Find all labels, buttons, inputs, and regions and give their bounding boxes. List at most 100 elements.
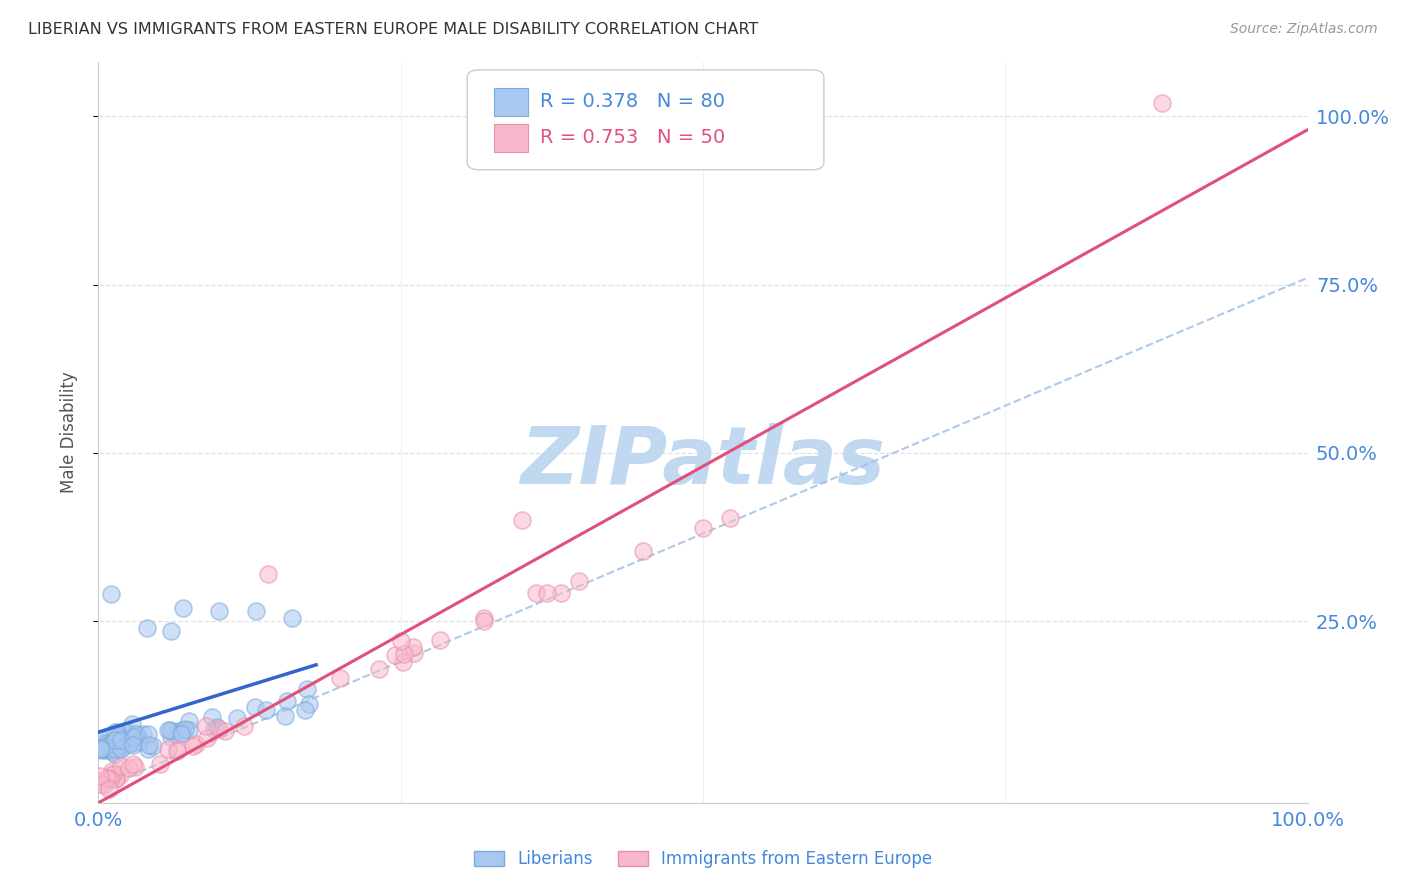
Point <box>172 726 194 740</box>
Point <box>90 774 112 789</box>
Point <box>167 742 190 756</box>
Point <box>131 727 153 741</box>
Point <box>112 725 135 739</box>
Point <box>510 513 533 527</box>
Point <box>98 782 121 797</box>
Point <box>104 725 127 739</box>
Point <box>101 736 124 750</box>
Point <box>105 724 128 739</box>
Point <box>101 764 124 779</box>
Point <box>90 776 112 790</box>
Y-axis label: Male Disability: Male Disability <box>59 372 77 493</box>
Point <box>104 733 127 747</box>
Point <box>90 741 112 756</box>
Point <box>120 736 142 750</box>
Point <box>110 732 132 747</box>
Point <box>101 745 124 759</box>
Point <box>108 731 131 746</box>
Point <box>169 723 191 738</box>
Point <box>93 740 115 755</box>
Point <box>122 757 145 772</box>
Point <box>93 778 115 792</box>
Point <box>107 734 129 748</box>
Point <box>172 723 194 738</box>
Point <box>177 714 200 729</box>
Point <box>89 740 111 755</box>
Point <box>103 747 125 761</box>
Point <box>94 742 117 756</box>
Point <box>536 585 558 599</box>
Point <box>94 741 117 756</box>
Point <box>100 587 122 601</box>
Legend: Liberians, Immigrants from Eastern Europe: Liberians, Immigrants from Eastern Europ… <box>467 844 939 875</box>
Text: R = 0.753   N = 50: R = 0.753 N = 50 <box>540 128 725 147</box>
Point <box>568 574 591 589</box>
Point <box>104 742 127 756</box>
Point <box>115 723 138 738</box>
Point <box>101 733 124 747</box>
Point <box>103 767 125 781</box>
Point <box>98 743 121 757</box>
Text: ZIPatlas: ZIPatlas <box>520 423 886 501</box>
Point <box>214 723 236 738</box>
Point <box>160 731 183 745</box>
Point <box>108 767 131 781</box>
Point <box>125 727 148 741</box>
Point <box>103 766 125 780</box>
Point <box>391 655 413 669</box>
Point <box>402 640 425 654</box>
Point <box>96 771 118 785</box>
Point <box>429 633 451 648</box>
Point <box>394 647 416 661</box>
Point <box>118 737 141 751</box>
Point <box>124 760 146 774</box>
Point <box>404 646 426 660</box>
Point <box>184 737 207 751</box>
Point <box>107 731 129 745</box>
Point <box>201 709 224 723</box>
Point <box>233 719 256 733</box>
Point <box>159 723 181 737</box>
Point <box>97 737 120 751</box>
Point <box>329 671 352 685</box>
Point <box>98 772 121 786</box>
Point <box>101 736 124 750</box>
Point <box>384 648 406 662</box>
Point <box>122 738 145 752</box>
Point <box>136 742 159 756</box>
Point <box>692 521 714 535</box>
Point <box>550 586 572 600</box>
Point <box>96 736 118 750</box>
Point <box>121 734 143 748</box>
Point <box>111 731 134 745</box>
Point <box>472 614 495 628</box>
Point <box>166 744 188 758</box>
Point <box>174 722 197 736</box>
Point <box>128 735 150 749</box>
Point <box>202 723 225 737</box>
Point <box>129 731 152 746</box>
Point <box>149 756 172 771</box>
Point <box>298 697 321 711</box>
Point <box>195 719 218 733</box>
Point <box>97 772 120 786</box>
Point <box>243 700 266 714</box>
Point <box>110 741 132 756</box>
Text: R = 0.378   N = 80: R = 0.378 N = 80 <box>540 92 724 112</box>
Point <box>281 611 304 625</box>
Point <box>136 727 159 741</box>
Point <box>631 544 654 558</box>
Point <box>124 730 146 744</box>
Point <box>297 682 319 697</box>
Point <box>110 759 132 773</box>
Point <box>90 743 112 757</box>
Point <box>718 511 741 525</box>
Point <box>1152 95 1174 110</box>
FancyBboxPatch shape <box>494 124 527 152</box>
Point <box>110 742 132 756</box>
Point <box>138 738 160 752</box>
Point <box>135 621 157 635</box>
Point <box>100 742 122 756</box>
Point <box>274 709 297 723</box>
Point <box>276 694 298 708</box>
